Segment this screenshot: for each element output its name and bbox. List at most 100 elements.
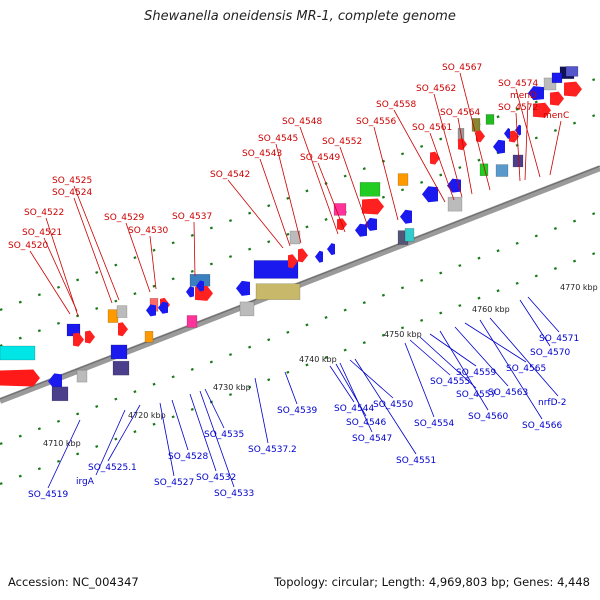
gene-arrow-reverse — [146, 304, 156, 317]
gene-label-SO_4572: SO_4572 — [498, 103, 538, 113]
scale-label: 4730 kbp — [213, 383, 251, 392]
gene-leader-line — [419, 336, 477, 389]
scale-label: 4760 kbp — [472, 305, 510, 314]
gene-label-irgA: irgA — [76, 477, 95, 487]
gene-leader-line — [284, 371, 298, 405]
gene-label-SO_4565: SO_4565 — [506, 364, 546, 374]
gene-leader-line — [339, 362, 373, 433]
gene-block — [359, 182, 381, 197]
gene-label-SO_4525: SO_4525 — [52, 176, 92, 186]
gene-leader-line — [29, 250, 71, 315]
gene-label-SO_4548: SO_4548 — [282, 117, 322, 127]
scale-label: 4720 kbp — [128, 411, 166, 420]
gene-label-SO_4552: SO_4552 — [322, 137, 362, 147]
gene-arrow-forward — [288, 254, 298, 269]
gene-arrow-forward — [550, 91, 564, 106]
gene-leader-line — [317, 162, 346, 233]
gene-arrow-reverse — [327, 243, 335, 256]
gene-block — [110, 344, 128, 360]
gene-label-nrfD-2: nrfD-2 — [538, 398, 566, 408]
gene-label-SO_4547: SO_4547 — [352, 434, 392, 444]
gene-arrow-forward — [362, 198, 384, 215]
gene-leader-line — [404, 342, 435, 418]
gene-arrow-reverse — [528, 86, 544, 101]
gene-block — [0, 345, 36, 361]
gene-label-SO_4567: SO_4567 — [442, 63, 482, 73]
gene-leader-line — [429, 333, 477, 367]
scale-label: 4770 kbp — [560, 283, 598, 292]
gene-block — [485, 114, 495, 125]
gene-label-SO_4556: SO_4556 — [356, 117, 396, 127]
gene-leader-line — [329, 365, 355, 403]
scale-label: 4710 kbp — [43, 439, 81, 448]
gene-label-SO_4542: SO_4542 — [210, 170, 250, 180]
gene-label-SO_4549: SO_4549 — [300, 153, 340, 163]
gene-leader-line — [349, 359, 394, 399]
gene-block — [255, 283, 301, 300]
gene-arrow-reverse — [236, 280, 250, 296]
gene-label-SO_4563: SO_4563 — [488, 388, 528, 398]
gene-label-SO_4570: SO_4570 — [530, 348, 570, 358]
gene-leader-line — [457, 117, 473, 195]
gene-arrow-forward — [118, 322, 128, 337]
gene-leader-line — [479, 319, 543, 420]
gene-leader-line — [259, 158, 291, 247]
gene-leader-line — [193, 221, 196, 277]
gene-label-SO_4544: SO_4544 — [334, 404, 374, 414]
gene-leader-line — [45, 217, 79, 317]
gene-label-menC: menC — [543, 111, 569, 121]
gene-block — [76, 369, 88, 383]
gene-label-SO_4559: SO_4559 — [456, 368, 496, 378]
gene-block — [107, 309, 119, 323]
scale-label: 4740 kbp — [299, 355, 337, 364]
gene-arrow-reverse — [493, 139, 505, 154]
gene-label-SO_4539: SO_4539 — [277, 406, 317, 416]
gene-label-SO_4528: SO_4528 — [168, 452, 208, 462]
gene-block — [51, 386, 69, 402]
gene-leader-line — [43, 237, 78, 312]
gene-leader-line — [464, 322, 527, 363]
gene-arrow-forward — [509, 130, 519, 143]
gene-label-SO_4543: SO_4543 — [242, 149, 282, 159]
gene-label-menD: menD — [510, 91, 537, 101]
gene-arrow-reverse — [315, 250, 323, 263]
gene-block — [116, 305, 128, 318]
gene-label-SO_4537.2: SO_4537.2 — [248, 445, 297, 455]
gene-label-SO_4546: SO_4546 — [346, 418, 386, 428]
gene-leader-line — [149, 235, 157, 290]
gene-leader-line — [524, 100, 529, 181]
gene-arrow-reverse — [422, 186, 438, 203]
gene-block — [397, 173, 409, 186]
genome-summary-text: Topology: circular; Length: 4,969,803 bp… — [274, 575, 590, 589]
gene-label-SO_4533: SO_4533 — [214, 489, 254, 499]
gene-label-SO_4527: SO_4527 — [154, 478, 194, 488]
gene-label-SO_4519: SO_4519 — [28, 490, 68, 500]
gene-block — [495, 164, 509, 177]
gene-arrow-reverse — [355, 223, 367, 237]
gene-label-SO_4564: SO_4564 — [440, 108, 480, 118]
gene-label-SO_4557: SO_4557 — [456, 390, 496, 400]
gene-label-SO_4522: SO_4522 — [24, 208, 64, 218]
gene-label-SO_4545: SO_4545 — [258, 134, 298, 144]
gene-leader-line — [47, 419, 81, 489]
gene-label-SO_4554: SO_4554 — [414, 419, 454, 429]
gene-arrow-reverse — [196, 280, 204, 292]
gene-arrow-forward — [298, 248, 308, 263]
gene-label-SO_4532: SO_4532 — [196, 473, 236, 483]
gene-arrow-reverse — [48, 373, 62, 390]
gene-leader-line — [73, 197, 113, 304]
gene-leader-line — [227, 179, 284, 249]
gene-leader-line — [439, 330, 489, 411]
gene-block — [144, 330, 154, 343]
gene-label-SO_4561: SO_4561 — [412, 123, 452, 133]
gene-block — [112, 360, 130, 376]
gene-leader-line — [107, 404, 141, 462]
gene-arrow-forward — [564, 81, 582, 97]
tick-track — [0, 112, 600, 348]
gene-leader-line — [409, 339, 451, 376]
gene-arrow-reverse — [400, 209, 412, 224]
gene-leader-line — [339, 146, 369, 228]
gene-arrow-forward — [73, 332, 84, 347]
gene-label-SO_4530: SO_4530 — [128, 226, 168, 236]
gene-block — [512, 154, 524, 168]
